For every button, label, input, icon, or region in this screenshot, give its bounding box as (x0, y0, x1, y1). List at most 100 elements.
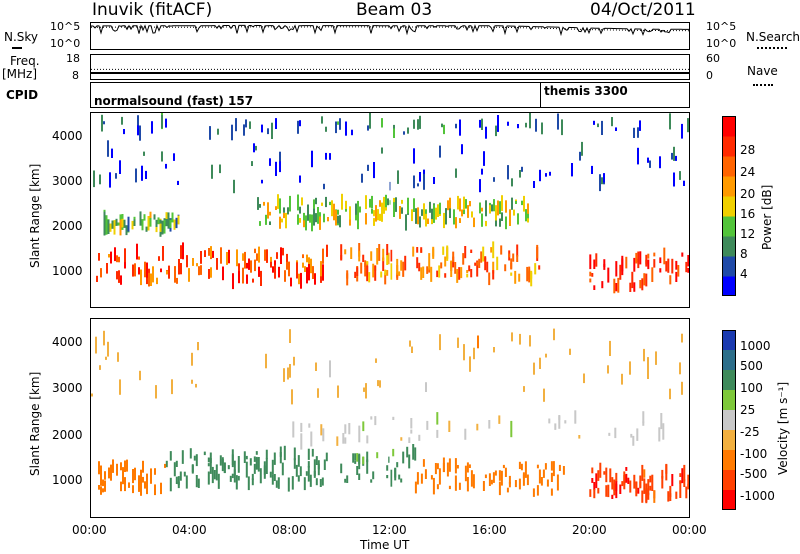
heatmap-cell (498, 481, 501, 496)
heatmap-cell (379, 213, 381, 221)
heatmap-cell (325, 196, 327, 208)
heatmap-cell (247, 476, 250, 491)
heatmap-cell (518, 478, 521, 490)
heatmap-cell (315, 362, 317, 371)
heatmap-cell (476, 423, 479, 431)
heatmap-cell (149, 218, 152, 227)
heatmap-cell (310, 431, 313, 447)
heatmap-cell (231, 473, 234, 479)
heatmap-cell (411, 212, 413, 222)
heatmap-cell (434, 463, 437, 475)
heatmap-cell (669, 113, 671, 130)
heatmap-cell (223, 462, 226, 473)
heatmap-cell (165, 212, 168, 223)
heatmap-cell (511, 332, 513, 342)
heatmap-cell (615, 261, 618, 277)
heatmap-cell (139, 370, 141, 381)
heatmap-cell (100, 268, 102, 278)
heatmap-cell (408, 454, 411, 469)
heatmap-cell (156, 277, 158, 285)
heatmap-cell (398, 474, 401, 480)
heatmap-cell (386, 244, 389, 256)
heatmap-cell (623, 475, 626, 490)
heatmap-cell (490, 479, 493, 485)
heatmap-cell (310, 258, 312, 274)
heatmap-cell (514, 480, 517, 488)
heatmap-cell (641, 278, 644, 291)
heatmap-cell (673, 146, 675, 161)
heatmap-cell (325, 452, 328, 462)
heatmap-cell (251, 478, 254, 486)
heatmap-cell (345, 121, 347, 136)
heatmap-cell (453, 209, 455, 225)
heatmap-cell (439, 202, 441, 215)
vel-cb-tick-25: 25 (740, 403, 756, 417)
heatmap-cell (450, 260, 453, 277)
heatmap-cell (267, 202, 269, 219)
date-title: 04/Oct/2011 (590, 0, 696, 20)
colorbar-frame (722, 330, 736, 510)
heatmap-cell (489, 205, 491, 214)
heatmap-cell (237, 456, 240, 473)
heatmap-cell (159, 219, 162, 224)
heatmap-cell (392, 448, 395, 457)
heatmap-cell (140, 469, 142, 481)
heatmap-cell (637, 487, 640, 494)
heatmap-cell (333, 203, 335, 221)
heatmap-cell (171, 379, 173, 395)
heatmap-cell (523, 386, 525, 392)
heatmap-cell (597, 487, 600, 494)
heatmap-cell (476, 260, 479, 277)
heatmap-cell (146, 262, 148, 278)
heatmap-cell (540, 477, 543, 486)
heatmap-cell (636, 428, 639, 441)
heatmap-cell (649, 485, 652, 491)
heatmap-cell (269, 158, 271, 166)
heatmap-cell (297, 455, 300, 467)
heatmap-cell (671, 474, 674, 487)
time-tick-label: 16:00 (472, 523, 507, 537)
heatmap-cell (603, 259, 606, 267)
heatmap-cell (220, 247, 222, 264)
heatmap-cell (119, 160, 121, 174)
freq-ytick-top: 18 (66, 52, 80, 65)
heatmap-cell (653, 252, 656, 257)
heatmap-cell (466, 477, 469, 492)
heatmap-cell (554, 423, 557, 430)
heatmap-cell (530, 270, 533, 287)
heatmap-cell (621, 373, 623, 385)
heatmap-cell (418, 434, 421, 441)
heatmap-cell (279, 198, 281, 214)
heatmap-cell (124, 460, 126, 472)
heatmap-cell (289, 195, 291, 212)
heatmap-cell (495, 220, 497, 227)
heatmap-cell (448, 420, 451, 432)
heatmap-cell (506, 487, 509, 493)
heatmap-cell (474, 262, 477, 266)
heatmap-cell (469, 201, 471, 207)
velocity-ytick-4000: 4000 (52, 335, 83, 349)
heatmap-cell (367, 164, 369, 171)
heatmap-cell (329, 360, 331, 378)
heatmap-cell (645, 273, 648, 287)
heatmap-cell (109, 223, 112, 232)
station-title: Inuvik (fitACF) (92, 0, 213, 20)
heatmap-cell (464, 465, 467, 482)
heatmap-cell (429, 201, 431, 213)
heatmap-cell (482, 246, 485, 262)
heatmap-cell (325, 126, 327, 132)
heatmap-cell (282, 247, 284, 256)
heatmap-cell (321, 477, 324, 486)
heatmap-cell (541, 122, 543, 135)
heatmap-cell (633, 474, 636, 489)
heatmap-cell (254, 259, 256, 272)
heatmap-cell (647, 259, 650, 270)
heatmap-cell (375, 358, 377, 363)
colorbar-swatch (722, 176, 736, 197)
heatmap-cell (111, 220, 114, 229)
heatmap-cell (312, 266, 314, 279)
heatmap-cell (270, 261, 272, 268)
heatmap-cell (313, 208, 315, 226)
heatmap-cell (493, 177, 495, 182)
heatmap-cell (407, 127, 409, 134)
